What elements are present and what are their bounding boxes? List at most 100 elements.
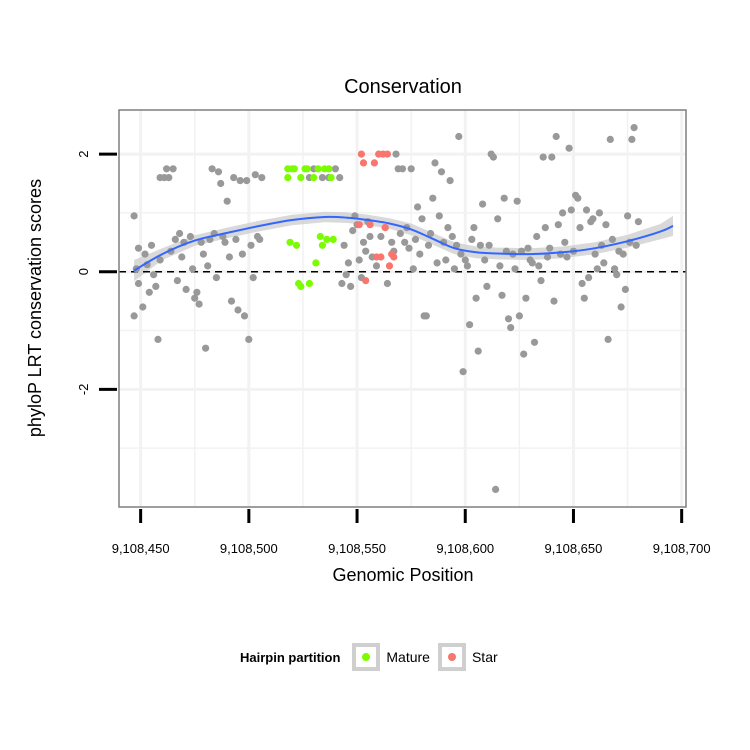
point-other <box>429 194 437 202</box>
point-other <box>559 209 567 217</box>
point-other <box>409 265 417 273</box>
point-other <box>511 265 519 273</box>
point-other <box>383 279 391 288</box>
point-mature <box>305 279 313 288</box>
point-other <box>249 274 257 282</box>
point-other <box>134 244 143 252</box>
point-other <box>347 282 355 290</box>
point-other <box>178 253 186 261</box>
point-other <box>548 153 556 161</box>
point-other <box>624 212 632 220</box>
point-other <box>461 256 469 264</box>
point-star <box>377 253 385 261</box>
point-other <box>416 250 424 258</box>
point-other <box>507 324 515 332</box>
point-star <box>357 150 365 158</box>
point-other <box>232 235 240 243</box>
point-other <box>199 250 207 258</box>
point-other <box>608 235 617 243</box>
point-other <box>446 177 454 185</box>
point-star <box>370 159 378 167</box>
point-other <box>630 124 638 132</box>
point-other <box>582 206 591 214</box>
point-other <box>533 232 541 241</box>
point-other <box>165 174 173 182</box>
x-axis-label: Genomic Position <box>332 565 473 585</box>
point-other <box>366 232 374 241</box>
point-other <box>500 194 508 202</box>
confidence-band <box>134 211 674 282</box>
point-star <box>390 253 398 261</box>
point-mature <box>323 235 331 243</box>
point-other <box>169 165 177 173</box>
point-other <box>474 347 482 355</box>
point-other <box>130 212 138 220</box>
point-other <box>150 271 158 279</box>
point-other <box>621 285 630 293</box>
point-other <box>411 235 420 243</box>
point-other <box>450 265 458 273</box>
point-other <box>349 227 357 235</box>
point-other <box>245 335 253 343</box>
point-star <box>362 277 370 285</box>
grid-lines <box>119 110 686 507</box>
point-other <box>442 256 450 264</box>
point-other <box>530 338 539 346</box>
point-mature <box>284 174 292 182</box>
point-other <box>563 253 571 261</box>
point-other <box>418 215 426 223</box>
point-other <box>186 232 194 241</box>
point-other <box>470 224 478 232</box>
point-other <box>546 244 554 252</box>
point-other <box>173 277 181 285</box>
point-other <box>197 238 205 246</box>
point-other <box>574 194 582 202</box>
point-other <box>611 265 619 273</box>
point-other <box>517 247 526 255</box>
point-other <box>243 177 251 185</box>
point-other <box>163 165 171 173</box>
point-other <box>258 174 266 182</box>
point-other <box>539 153 547 161</box>
point-other <box>472 294 480 302</box>
point-other <box>580 294 588 302</box>
point-other <box>130 312 138 320</box>
point-other <box>223 197 231 205</box>
point-other <box>585 274 593 282</box>
legend: Hairpin partition Mature Star <box>240 636 580 678</box>
legend-label-mature: Mature <box>386 649 430 665</box>
point-other <box>515 312 524 320</box>
legend-dot-star-icon <box>447 653 456 661</box>
point-other <box>602 221 610 229</box>
x-tick-label: 9,108,500 <box>220 541 278 556</box>
point-other <box>407 165 415 173</box>
point-other <box>448 232 456 241</box>
x-tick-label: 9,108,550 <box>328 541 386 556</box>
point-other <box>208 165 216 173</box>
point-other <box>550 297 558 305</box>
legend-key-mature <box>352 643 381 671</box>
point-other <box>372 262 381 270</box>
point-other <box>398 165 407 173</box>
point-other <box>524 244 532 252</box>
legend-title: Hairpin partition <box>240 649 341 665</box>
point-other <box>617 303 625 311</box>
point-mature <box>303 165 311 173</box>
point-other <box>139 303 147 311</box>
y-tick-label: 0 <box>76 268 91 275</box>
point-other <box>214 168 223 176</box>
point-other <box>247 241 255 249</box>
point-other <box>459 368 467 376</box>
point-other <box>340 241 348 249</box>
point-other <box>578 279 586 288</box>
x-tick-label: 9,108,700 <box>653 541 711 556</box>
point-other <box>193 288 201 296</box>
point-other <box>483 282 491 290</box>
confidence-band-layer <box>134 211 674 282</box>
point-other <box>606 135 614 143</box>
point-other <box>176 229 184 238</box>
point-other <box>230 174 238 182</box>
point-mature <box>290 165 298 173</box>
point-mature <box>297 282 305 290</box>
point-other <box>240 312 249 320</box>
